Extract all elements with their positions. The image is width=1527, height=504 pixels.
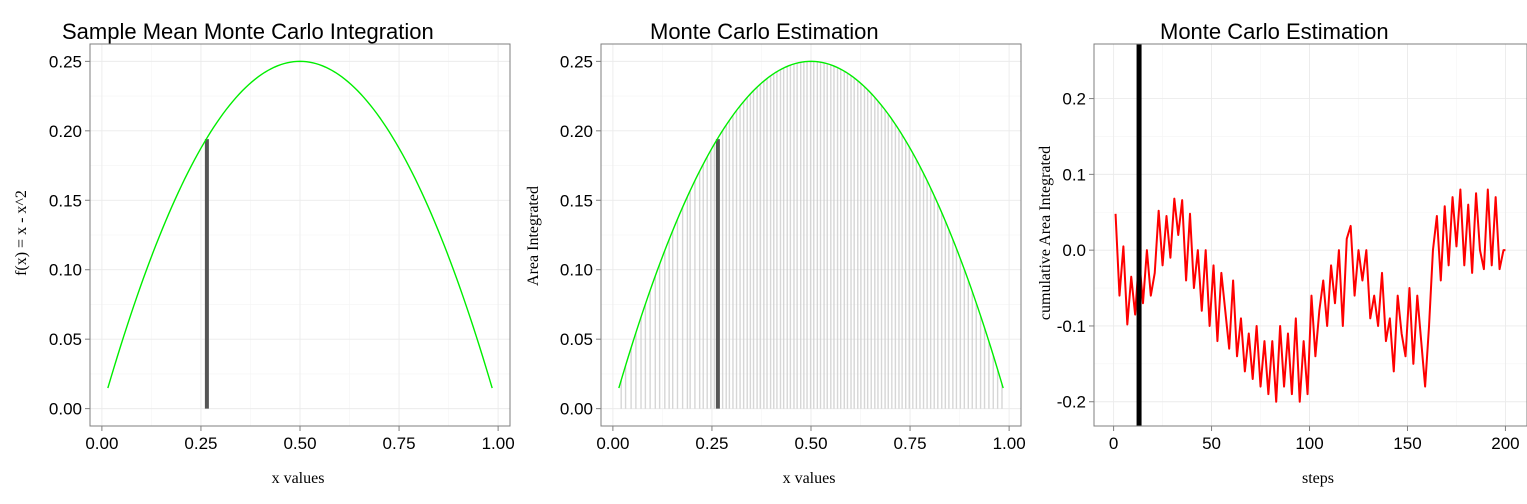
panel-2: Monte Carlo Estimation x values Area Int… — [525, 19, 1026, 487]
x-tick-label: 1.00 — [993, 434, 1026, 453]
y-tick-label: 0.05 — [560, 330, 593, 349]
y-tick-label: -0.2 — [1057, 393, 1086, 412]
y-tick-label: 0.1 — [1062, 165, 1086, 184]
x-tick-label: 50 — [1202, 434, 1221, 453]
x-tick-label: 0.50 — [794, 434, 827, 453]
panel-3-ylabel: cumulative Area Integrated — [1037, 146, 1054, 320]
y-tick-label: 0.25 — [49, 52, 82, 71]
x-tick-label: 0.00 — [596, 434, 629, 453]
panel-2-xlabel: x values — [783, 470, 836, 487]
x-tick-label: 0.25 — [695, 434, 728, 453]
panel-1-title: Sample Mean Monte Carlo Integration — [62, 19, 434, 44]
x-tick-label: 0.50 — [283, 434, 316, 453]
x-tick-label: 0 — [1109, 434, 1118, 453]
x-tick-label: 1.00 — [482, 434, 515, 453]
panel-3: Monte Carlo Estimation steps cumulative … — [1037, 19, 1527, 487]
panel-1-xlabel: x values — [272, 470, 325, 487]
x-tick-label: 0.75 — [894, 434, 927, 453]
y-tick-label: 0.10 — [560, 261, 593, 280]
panel-1: Sample Mean Monte Carlo Integration x va… — [13, 19, 515, 487]
x-tick-label: 0.25 — [184, 434, 217, 453]
y-tick-label: 0.2 — [1062, 90, 1086, 109]
y-tick-label: 0.15 — [560, 191, 593, 210]
x-tick-label: 0.75 — [383, 434, 416, 453]
x-tick-label: 100 — [1295, 434, 1323, 453]
panel-2-title: Monte Carlo Estimation — [650, 19, 879, 44]
y-tick-label: 0.00 — [560, 400, 593, 419]
plot-frame — [1093, 43, 1527, 427]
y-tick-label: 0.0 — [1062, 241, 1086, 260]
panel-3-plot-area: 0 50 100 150 200 -0.2 -0.1 0.0 0.1 0.2 — [1057, 43, 1527, 453]
panel-3-title: Monte Carlo Estimation — [1160, 19, 1389, 44]
y-tick-label: -0.1 — [1057, 317, 1086, 336]
y-tick-label: 0.20 — [560, 122, 593, 141]
x-tick-label: 0.00 — [85, 434, 118, 453]
series-line — [1114, 188, 1506, 403]
y-tick-label: 0.00 — [49, 400, 82, 419]
x-tick-label: 150 — [1393, 434, 1421, 453]
y-tick-label: 0.05 — [49, 330, 82, 349]
panel-2-plot-area: 0.00 0.25 0.50 0.75 1.00 0.00 0.05 0.10 0.15 0.20… — [560, 43, 1026, 453]
y-tick-label: 0.15 — [49, 191, 82, 210]
panel-1-ylabel: f(x) = x - x^2 — [13, 190, 30, 276]
function-curve — [107, 60, 493, 389]
function-curve — [618, 60, 1004, 389]
y-tick-label: 0.25 — [560, 52, 593, 71]
panel-2-ylabel: Area Integrated — [525, 186, 542, 286]
panel-3-xlabel: steps — [1302, 470, 1334, 487]
x-tick-label: 200 — [1491, 434, 1519, 453]
panel-1-plot-area: 0.00 0.25 0.50 0.75 1.00 0.00 0.05 0.10 0.15 0.20… — [49, 43, 515, 453]
y-tick-label: 0.10 — [49, 261, 82, 280]
y-tick-label: 0.20 — [49, 122, 82, 141]
